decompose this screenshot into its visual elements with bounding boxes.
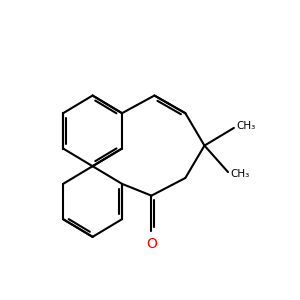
Text: CH₃: CH₃ <box>230 169 250 178</box>
Text: CH₃: CH₃ <box>236 122 256 131</box>
Text: O: O <box>146 238 157 251</box>
